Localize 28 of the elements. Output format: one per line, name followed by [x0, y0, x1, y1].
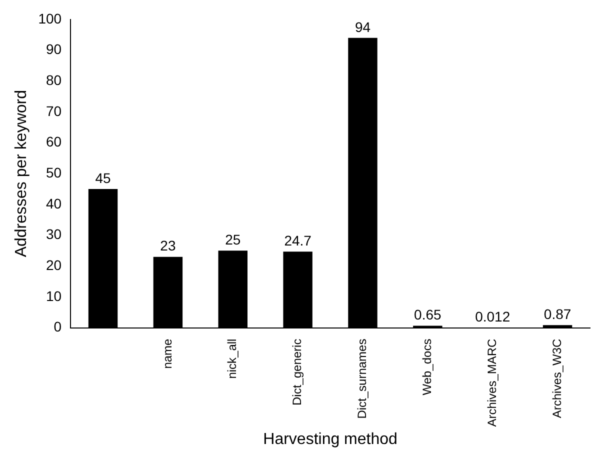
y-tick-label: 0	[54, 318, 62, 335]
y-tick-label: 50	[46, 164, 62, 180]
x-tick-label: Dict_generic	[290, 338, 304, 406]
x-tick-label: Archives_W3C	[550, 338, 564, 418]
x-axis-title: Harvesting method	[263, 430, 398, 448]
data-label: 0.012	[475, 308, 510, 325]
x-tick-label: Dict_surnames	[355, 338, 370, 419]
y-tick-label: 100	[38, 10, 62, 26]
y-tick-label: 30	[46, 226, 62, 242]
y-tick-label: 40	[46, 195, 62, 212]
y-tick-label: 80	[46, 72, 62, 88]
x-tick-label: name	[160, 338, 174, 369]
y-tick-label: 10	[46, 288, 62, 304]
y-tick-label: 70	[46, 102, 62, 119]
data-label: 45	[95, 170, 112, 186]
data-label: 23	[160, 238, 176, 254]
x-tick-label: Archives_MARC	[484, 338, 499, 427]
y-tick-label: 20	[46, 256, 62, 273]
data-label: 24.7	[284, 232, 312, 248]
x-tick-label: Web_docs	[420, 338, 434, 396]
data-label: 0.87	[544, 306, 572, 322]
data-label: 94	[354, 18, 371, 35]
data-label: 0.65	[414, 306, 442, 323]
data-label: 25	[225, 232, 241, 248]
y-axis-title: Addresses per keyword	[13, 90, 30, 258]
y-tick-label: 90	[46, 41, 62, 58]
x-tick-label: nick_all	[225, 338, 240, 379]
y-tick-label: 60	[46, 134, 62, 150]
